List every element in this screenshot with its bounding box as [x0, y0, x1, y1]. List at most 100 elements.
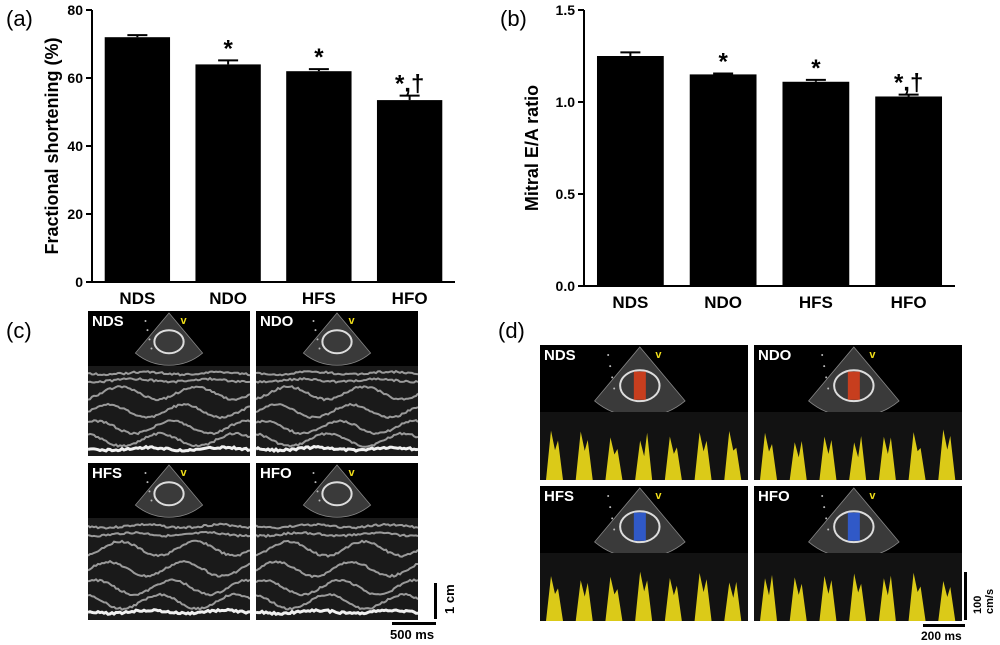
color-flow [847, 512, 860, 541]
doppler-trace [540, 412, 748, 480]
y-tick-label: 1.5 [556, 2, 576, 18]
cursor-marker-icon: v [869, 349, 876, 361]
x-tick-label: HFS [799, 293, 833, 312]
echo-mmode-nds: NDS v [88, 311, 250, 456]
doppler-wave [694, 432, 712, 480]
echo-label: HFS [544, 488, 574, 505]
tissue-layer [256, 592, 418, 611]
depth-dot [827, 528, 830, 531]
tissue-layer [88, 385, 250, 402]
x-tick-label: NDS [119, 289, 155, 308]
doppler-wave [760, 432, 777, 480]
doppler-wave [694, 572, 712, 621]
sector [302, 464, 372, 518]
significance-marker: *,† [395, 71, 424, 98]
tissue-layer [88, 431, 250, 448]
y-tick-label: 0 [75, 274, 83, 290]
x-tick-label: NDO [704, 293, 742, 312]
echo-sector-view: v [808, 487, 900, 553]
ventricle-outline [153, 329, 185, 355]
scale-bar-horizontal-c [392, 622, 436, 625]
significance-marker: * [718, 48, 728, 75]
doppler-wave [575, 431, 593, 480]
doppler-wave [878, 575, 896, 621]
cursor-marker-icon: v [180, 467, 187, 479]
ventricle-outline [321, 481, 353, 507]
significance-marker: * [223, 35, 233, 62]
scale-label-1cm: 1 cm [442, 584, 457, 614]
echo-sector-view: v [302, 312, 372, 366]
echo-label: NDS [92, 313, 124, 330]
echo-mmode-hfo: HFO v [256, 463, 418, 620]
echo-mmode-hfs: HFS v [88, 463, 250, 620]
echo-doppler-ndo: NDO v [754, 345, 962, 480]
depth-dot [144, 472, 147, 474]
depth-dot [823, 506, 826, 509]
echo-doppler-hfo: HFO v [754, 486, 962, 621]
echo-doppler-nds: NDS v [540, 345, 748, 480]
depth-dot [318, 499, 321, 502]
doppler-wave [819, 575, 837, 621]
ventricle-outline [153, 481, 185, 507]
tissue-layer [88, 578, 250, 597]
y-tick-label: 80 [67, 2, 83, 18]
depth-dot [825, 517, 828, 520]
y-axis-label: Fractional shortening (%) [42, 37, 62, 254]
bar-hfs [286, 71, 352, 282]
tissue-layer [256, 431, 418, 448]
tissue-layer [88, 444, 250, 453]
echo-label: HFS [92, 465, 122, 482]
cursor-marker-icon: v [655, 490, 662, 502]
doppler-wave [724, 430, 742, 480]
mmode-trace [256, 366, 418, 456]
tissue-layer [88, 559, 250, 578]
doppler-wave [849, 573, 867, 621]
scale-label-100cms: 100 cm/s [972, 588, 996, 614]
x-tick-label: NDS [612, 293, 648, 312]
scale-bar-vertical-c [434, 583, 437, 619]
tissue-layer [88, 539, 250, 558]
scale-label-200ms: 200 ms [921, 629, 962, 643]
doppler-wave [849, 436, 867, 480]
tissue-layer [256, 522, 418, 530]
tissue-layer [256, 385, 418, 402]
tissue-layer [88, 402, 250, 420]
depth-dot [316, 338, 319, 341]
ventricle-outline [619, 510, 661, 544]
tissue-layer [88, 522, 250, 530]
color-flow [633, 371, 646, 400]
doppler-trace [754, 412, 962, 480]
tissue-layer [256, 578, 418, 597]
scale-label-500ms: 500 ms [390, 627, 435, 642]
bar-hfo [875, 96, 943, 286]
doppler-wave [908, 572, 926, 621]
doppler-wave [878, 436, 896, 480]
echo-sector-view: v [594, 346, 686, 412]
doppler-wave [724, 581, 742, 621]
doppler-wave [789, 577, 807, 621]
depth-dot [318, 347, 321, 350]
depth-dot [316, 490, 319, 493]
x-tick-label: HFO [392, 289, 428, 308]
bar-hfo [376, 100, 443, 282]
echo-sector-view: v [594, 487, 686, 553]
depth-dot [823, 365, 826, 368]
tissue-layer [256, 444, 418, 454]
depth-dot [821, 354, 824, 356]
depth-dot [607, 354, 610, 356]
doppler-wave [546, 430, 563, 480]
doppler-wave [605, 576, 623, 621]
tissue-layer [256, 369, 418, 377]
sector [134, 464, 204, 518]
depth-dot [146, 481, 149, 484]
depth-dot [312, 320, 315, 322]
tissue-layer [88, 530, 250, 538]
significance-marker: *,† [894, 70, 923, 97]
ventricle-outline [833, 510, 875, 544]
x-tick-label: HFS [302, 289, 336, 308]
panel-letter-d: (d) [498, 318, 525, 343]
doppler-wave [938, 429, 956, 480]
y-tick-label: 0.5 [556, 186, 576, 202]
doppler-wave [605, 437, 623, 480]
cursor-marker-icon: v [348, 315, 355, 327]
